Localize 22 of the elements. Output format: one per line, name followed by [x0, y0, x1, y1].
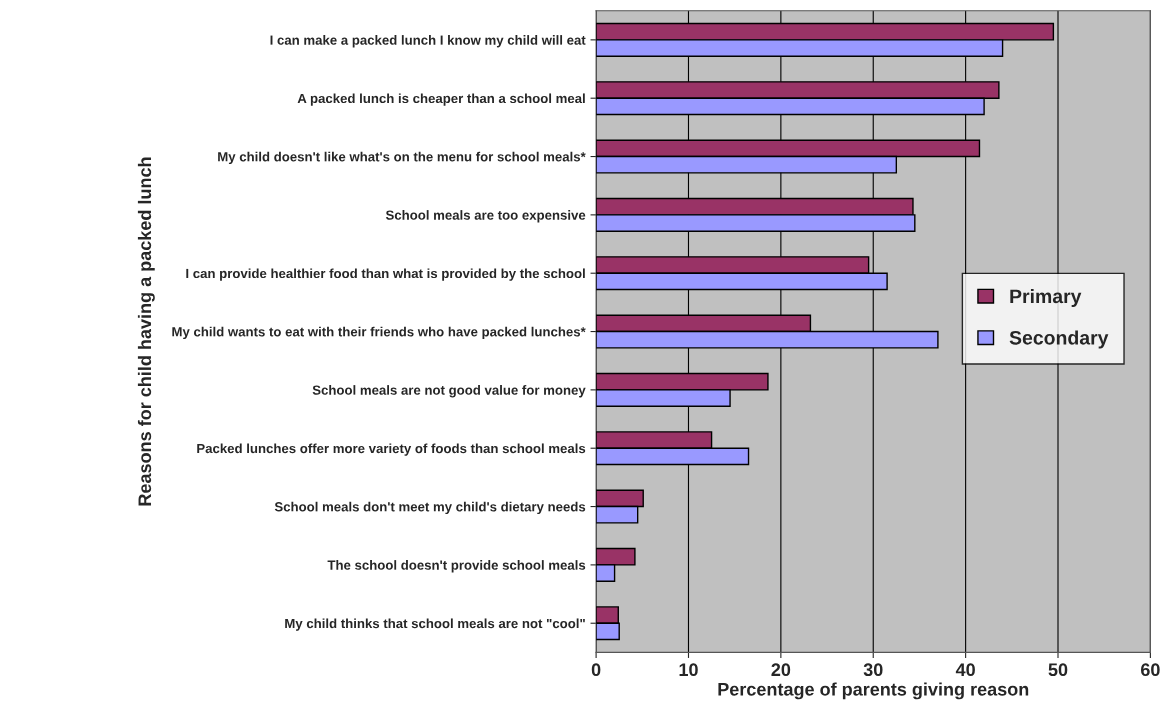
- y-tick-label: I can make a packed lunch I know my child will eat: [270, 35, 586, 48]
- x-tick-label: 20: [771, 663, 791, 677]
- x-tick-label: 40: [955, 663, 975, 677]
- x-tick-label: 30: [863, 663, 883, 677]
- y-axis-title: Reasons for child having a packed lunch: [137, 157, 155, 506]
- y-tick-label: School meals don't meet my child's dietary needs: [274, 501, 586, 515]
- y-tick-label: My child thinks that school meals are not "cool": [285, 618, 585, 631]
- x-tick-label: 50: [1048, 663, 1068, 677]
- x-tick-label: 0: [591, 663, 601, 677]
- x-tick-label: 10: [679, 663, 698, 677]
- y-tick-label: My child wants to eat with their friends who have packed lunches*: [172, 326, 586, 340]
- legend-label: Secondary: [1009, 330, 1109, 349]
- x-axis-title: Percentage of parents giving reason: [718, 682, 1029, 700]
- y-tick-label: My child doesn't like what's on the menu for school meals*: [218, 151, 586, 165]
- y-tick-label: The school doesn't provide school meals: [327, 560, 586, 573]
- legend-label: Primary: [1010, 288, 1082, 308]
- y-tick-label: A packed lunch is cheaper than a school meal: [297, 93, 585, 106]
- x-tick-label: 60: [1141, 663, 1160, 677]
- y-tick-label: School meals are too expensive: [385, 210, 586, 223]
- y-tick-label: School meals are not good value for money: [312, 385, 586, 398]
- y-tick-label: Packed lunches offer more variety of foods than school meals: [197, 443, 586, 456]
- y-tick-label: I can provide healthier food than what is provided by the school: [186, 268, 585, 281]
